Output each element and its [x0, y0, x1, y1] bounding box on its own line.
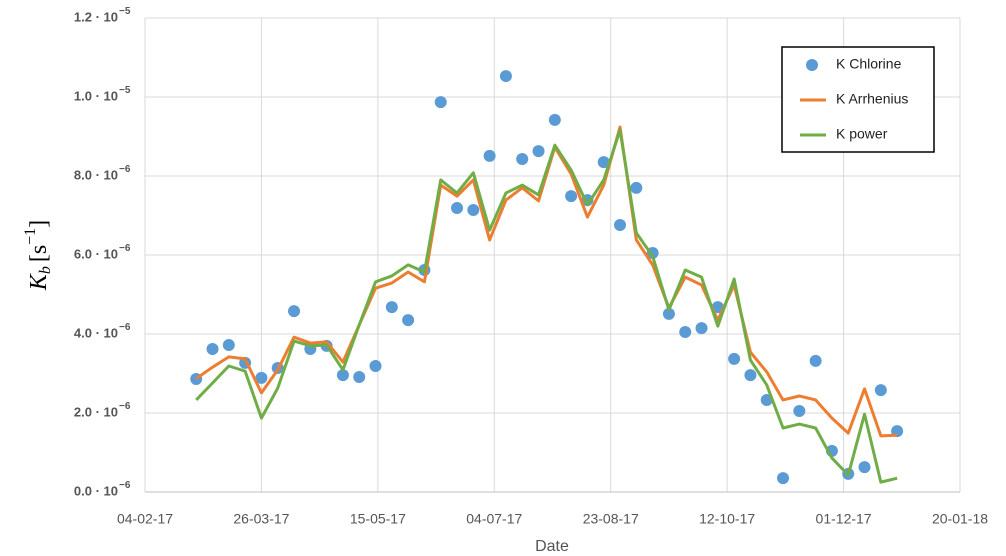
legend-label: K Arrhenius	[836, 91, 908, 107]
data-point	[532, 145, 545, 158]
data-point	[516, 153, 529, 166]
data-point	[434, 96, 447, 109]
y-tick-label: 6.0 · 10−6	[74, 243, 131, 262]
data-point	[385, 301, 398, 314]
y-label-exp: −1	[22, 228, 39, 245]
data-point	[548, 113, 561, 126]
y-tick-exponent: −5	[119, 6, 131, 17]
data-point	[483, 149, 496, 162]
data-point	[369, 359, 382, 372]
legend-label: K power	[836, 126, 888, 142]
x-tick-label: 04-07-17	[466, 511, 522, 527]
data-point	[793, 405, 806, 418]
data-point	[288, 305, 301, 318]
data-line	[195, 128, 898, 484]
data-point	[695, 322, 708, 335]
x-tick-label: 23-08-17	[583, 511, 639, 527]
y-tick-exponent: −6	[119, 480, 131, 491]
data-point	[597, 156, 610, 169]
data-point	[858, 461, 871, 474]
x-axis-label: Date	[535, 538, 569, 555]
data-point	[744, 369, 757, 382]
y-axis-label: Kb [s−1]	[22, 220, 54, 291]
data-point	[809, 354, 822, 367]
y-tick-exponent: −5	[119, 85, 131, 96]
data-point	[336, 369, 349, 382]
data-point	[353, 371, 366, 384]
x-tick-label: 04-02-17	[117, 511, 173, 527]
data-point	[222, 339, 235, 352]
y-label-sub: b	[37, 266, 54, 274]
x-tick-label: 12-10-17	[699, 511, 755, 527]
y-label-open: [s	[26, 245, 52, 262]
data-point	[402, 314, 415, 327]
y-tick-exponent: −6	[119, 322, 131, 333]
data-point	[206, 343, 219, 356]
y-tick-exponent: −6	[119, 401, 131, 412]
data-point	[874, 384, 887, 397]
data-point	[630, 181, 643, 194]
y-tick-label: 8.0 · 10−6	[74, 164, 131, 183]
data-point	[728, 352, 741, 365]
data-point	[565, 190, 578, 203]
data-point	[255, 371, 268, 384]
data-point	[679, 326, 692, 339]
x-tick-label: 26-03-17	[233, 511, 289, 527]
y-label-main: K	[26, 272, 52, 291]
data-point	[467, 203, 480, 216]
x-tick-label: 20-01-18	[932, 511, 988, 527]
legend-label: K Chlorine	[836, 56, 902, 72]
y-label-close: ]	[26, 220, 52, 228]
data-point	[499, 70, 512, 83]
y-tick-label: 4.0 · 10−6	[74, 322, 131, 341]
y-tick-label: 1.2 · 10−5	[74, 6, 131, 25]
data-point	[614, 218, 627, 231]
data-point	[777, 472, 790, 485]
data-point	[662, 307, 675, 320]
y-tick-label: 0.0 · 10−6	[74, 480, 131, 499]
y-tick-label: 1.0 · 10−5	[74, 85, 131, 104]
legend-marker	[806, 59, 818, 71]
data-point	[451, 201, 464, 214]
y-tick-label: 2.0 · 10−6	[74, 401, 131, 420]
x-tick-label: 01-12-17	[816, 511, 872, 527]
x-tick-label: 15-05-17	[350, 511, 406, 527]
y-tick-exponent: −6	[119, 164, 131, 175]
y-tick-exponent: −6	[119, 243, 131, 254]
